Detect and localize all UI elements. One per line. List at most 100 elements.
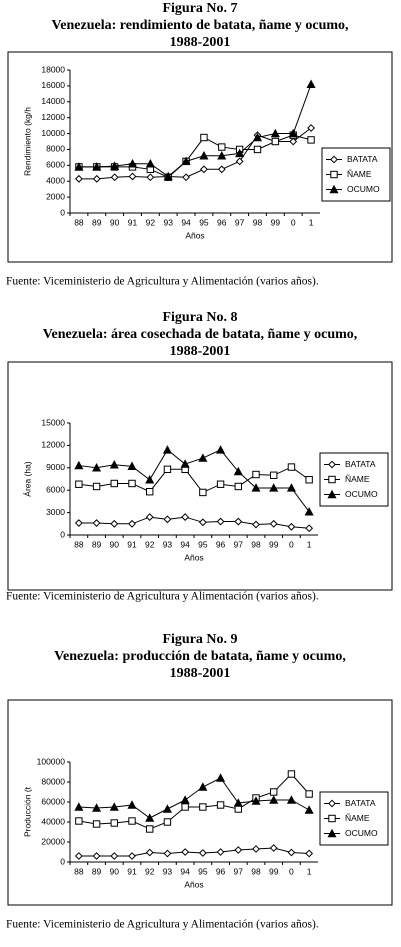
- marker: [235, 148, 245, 158]
- marker: [181, 513, 190, 521]
- source-note: Fuente: Viceministerio de Agricultura y …: [6, 591, 319, 603]
- figure-number: Figura No. 8: [162, 310, 237, 325]
- marker: [128, 519, 136, 528]
- marker: [146, 825, 154, 833]
- chart-subtitle: 1988-2001: [170, 344, 231, 359]
- marker: [181, 156, 191, 166]
- y-axis-label: Rendimiento (kg/h: [22, 107, 32, 176]
- marker: [110, 173, 119, 182]
- x-tick-label: 95: [198, 866, 208, 876]
- x-tick-label: 96: [216, 539, 226, 549]
- marker: [74, 162, 84, 171]
- legend-label: ÑAME: [347, 169, 372, 179]
- legend-label: BATATA: [347, 154, 378, 164]
- marker: [216, 517, 225, 526]
- y-tick-label: 18000: [41, 64, 65, 74]
- marker: [305, 849, 314, 858]
- legend-label: OCUMO: [345, 489, 378, 499]
- x-tick-label: 88: [74, 217, 84, 227]
- x-tick-label: 92: [145, 539, 155, 549]
- x-tick-label: 94: [180, 539, 190, 549]
- x-tick-label: 91: [127, 539, 137, 549]
- marker: [252, 132, 263, 142]
- marker: [127, 800, 137, 809]
- marker: [198, 782, 208, 791]
- y-tick-label: 60000: [41, 796, 65, 806]
- marker: [74, 460, 84, 470]
- y-tick-label: 9000: [46, 462, 65, 472]
- series: [74, 844, 314, 860]
- marker: [92, 162, 102, 171]
- marker: [128, 817, 136, 825]
- y-tick-label: 16000: [41, 80, 65, 90]
- marker: [217, 165, 226, 174]
- marker: [270, 788, 278, 796]
- marker: [75, 174, 83, 183]
- y-tick-label: 80000: [41, 776, 65, 786]
- marker: [252, 845, 260, 853]
- x-tick-label: 1: [307, 539, 312, 549]
- x-tick-label: 99: [271, 217, 281, 227]
- y-tick-label: 3000: [46, 507, 65, 517]
- marker: [234, 805, 242, 813]
- x-axis-label: Años: [184, 552, 203, 562]
- marker: [307, 136, 315, 144]
- chart-title: Venezuela: rendimiento de batata, ñame y…: [51, 18, 348, 33]
- x-tick-label: 94: [180, 866, 190, 876]
- x-tick-label: 97: [235, 217, 245, 227]
- marker: [251, 796, 261, 805]
- marker: [74, 519, 83, 527]
- y-tick-label: 6000: [46, 160, 65, 170]
- marker: [328, 475, 336, 484]
- marker: [252, 470, 260, 479]
- marker: [330, 170, 338, 179]
- y-tick-label: 0: [60, 529, 65, 539]
- legend-label: ÑAME: [345, 474, 370, 484]
- x-tick-label: 93: [163, 539, 173, 549]
- series: [74, 513, 314, 533]
- marker: [128, 172, 137, 181]
- x-tick-label: 95: [198, 539, 208, 549]
- marker: [233, 466, 243, 476]
- x-tick-label: 97: [234, 539, 244, 549]
- marker: [305, 524, 314, 533]
- marker: [75, 817, 83, 825]
- marker: [200, 133, 208, 142]
- marker: [269, 483, 279, 492]
- x-tick-label: 0: [289, 539, 294, 549]
- marker: [181, 848, 190, 856]
- marker: [304, 805, 314, 814]
- marker: [198, 453, 208, 462]
- marker: [163, 818, 172, 826]
- marker: [181, 803, 189, 811]
- marker: [269, 844, 278, 852]
- marker: [287, 463, 296, 471]
- legend-label: ÑAME: [345, 813, 370, 823]
- x-tick-label: 0: [289, 866, 294, 876]
- y-tick-label: 40000: [41, 816, 65, 826]
- marker: [288, 128, 298, 138]
- y-tick-label: 15000: [41, 417, 65, 427]
- marker: [234, 482, 242, 491]
- marker: [92, 174, 101, 183]
- chart-title: Venezuela: producción de batata, ñame y …: [54, 649, 346, 664]
- legend-label: BATATA: [345, 459, 376, 469]
- legend-label: OCUMO: [347, 184, 380, 194]
- marker: [163, 465, 172, 473]
- marker: [286, 483, 296, 492]
- marker: [109, 460, 119, 469]
- y-tick-label: 20000: [41, 836, 65, 846]
- marker: [146, 173, 155, 182]
- source-note: Fuente: Viceministerio de Agricultura y …: [6, 919, 319, 931]
- marker: [234, 846, 243, 854]
- x-tick-label: 96: [216, 866, 226, 876]
- marker: [127, 158, 138, 168]
- marker: [163, 171, 173, 181]
- marker: [233, 798, 243, 807]
- x-tick-label: 92: [145, 866, 155, 876]
- y-tick-label: 100000: [37, 756, 66, 766]
- marker: [286, 795, 296, 804]
- series-line: [78, 449, 310, 513]
- marker: [252, 520, 260, 529]
